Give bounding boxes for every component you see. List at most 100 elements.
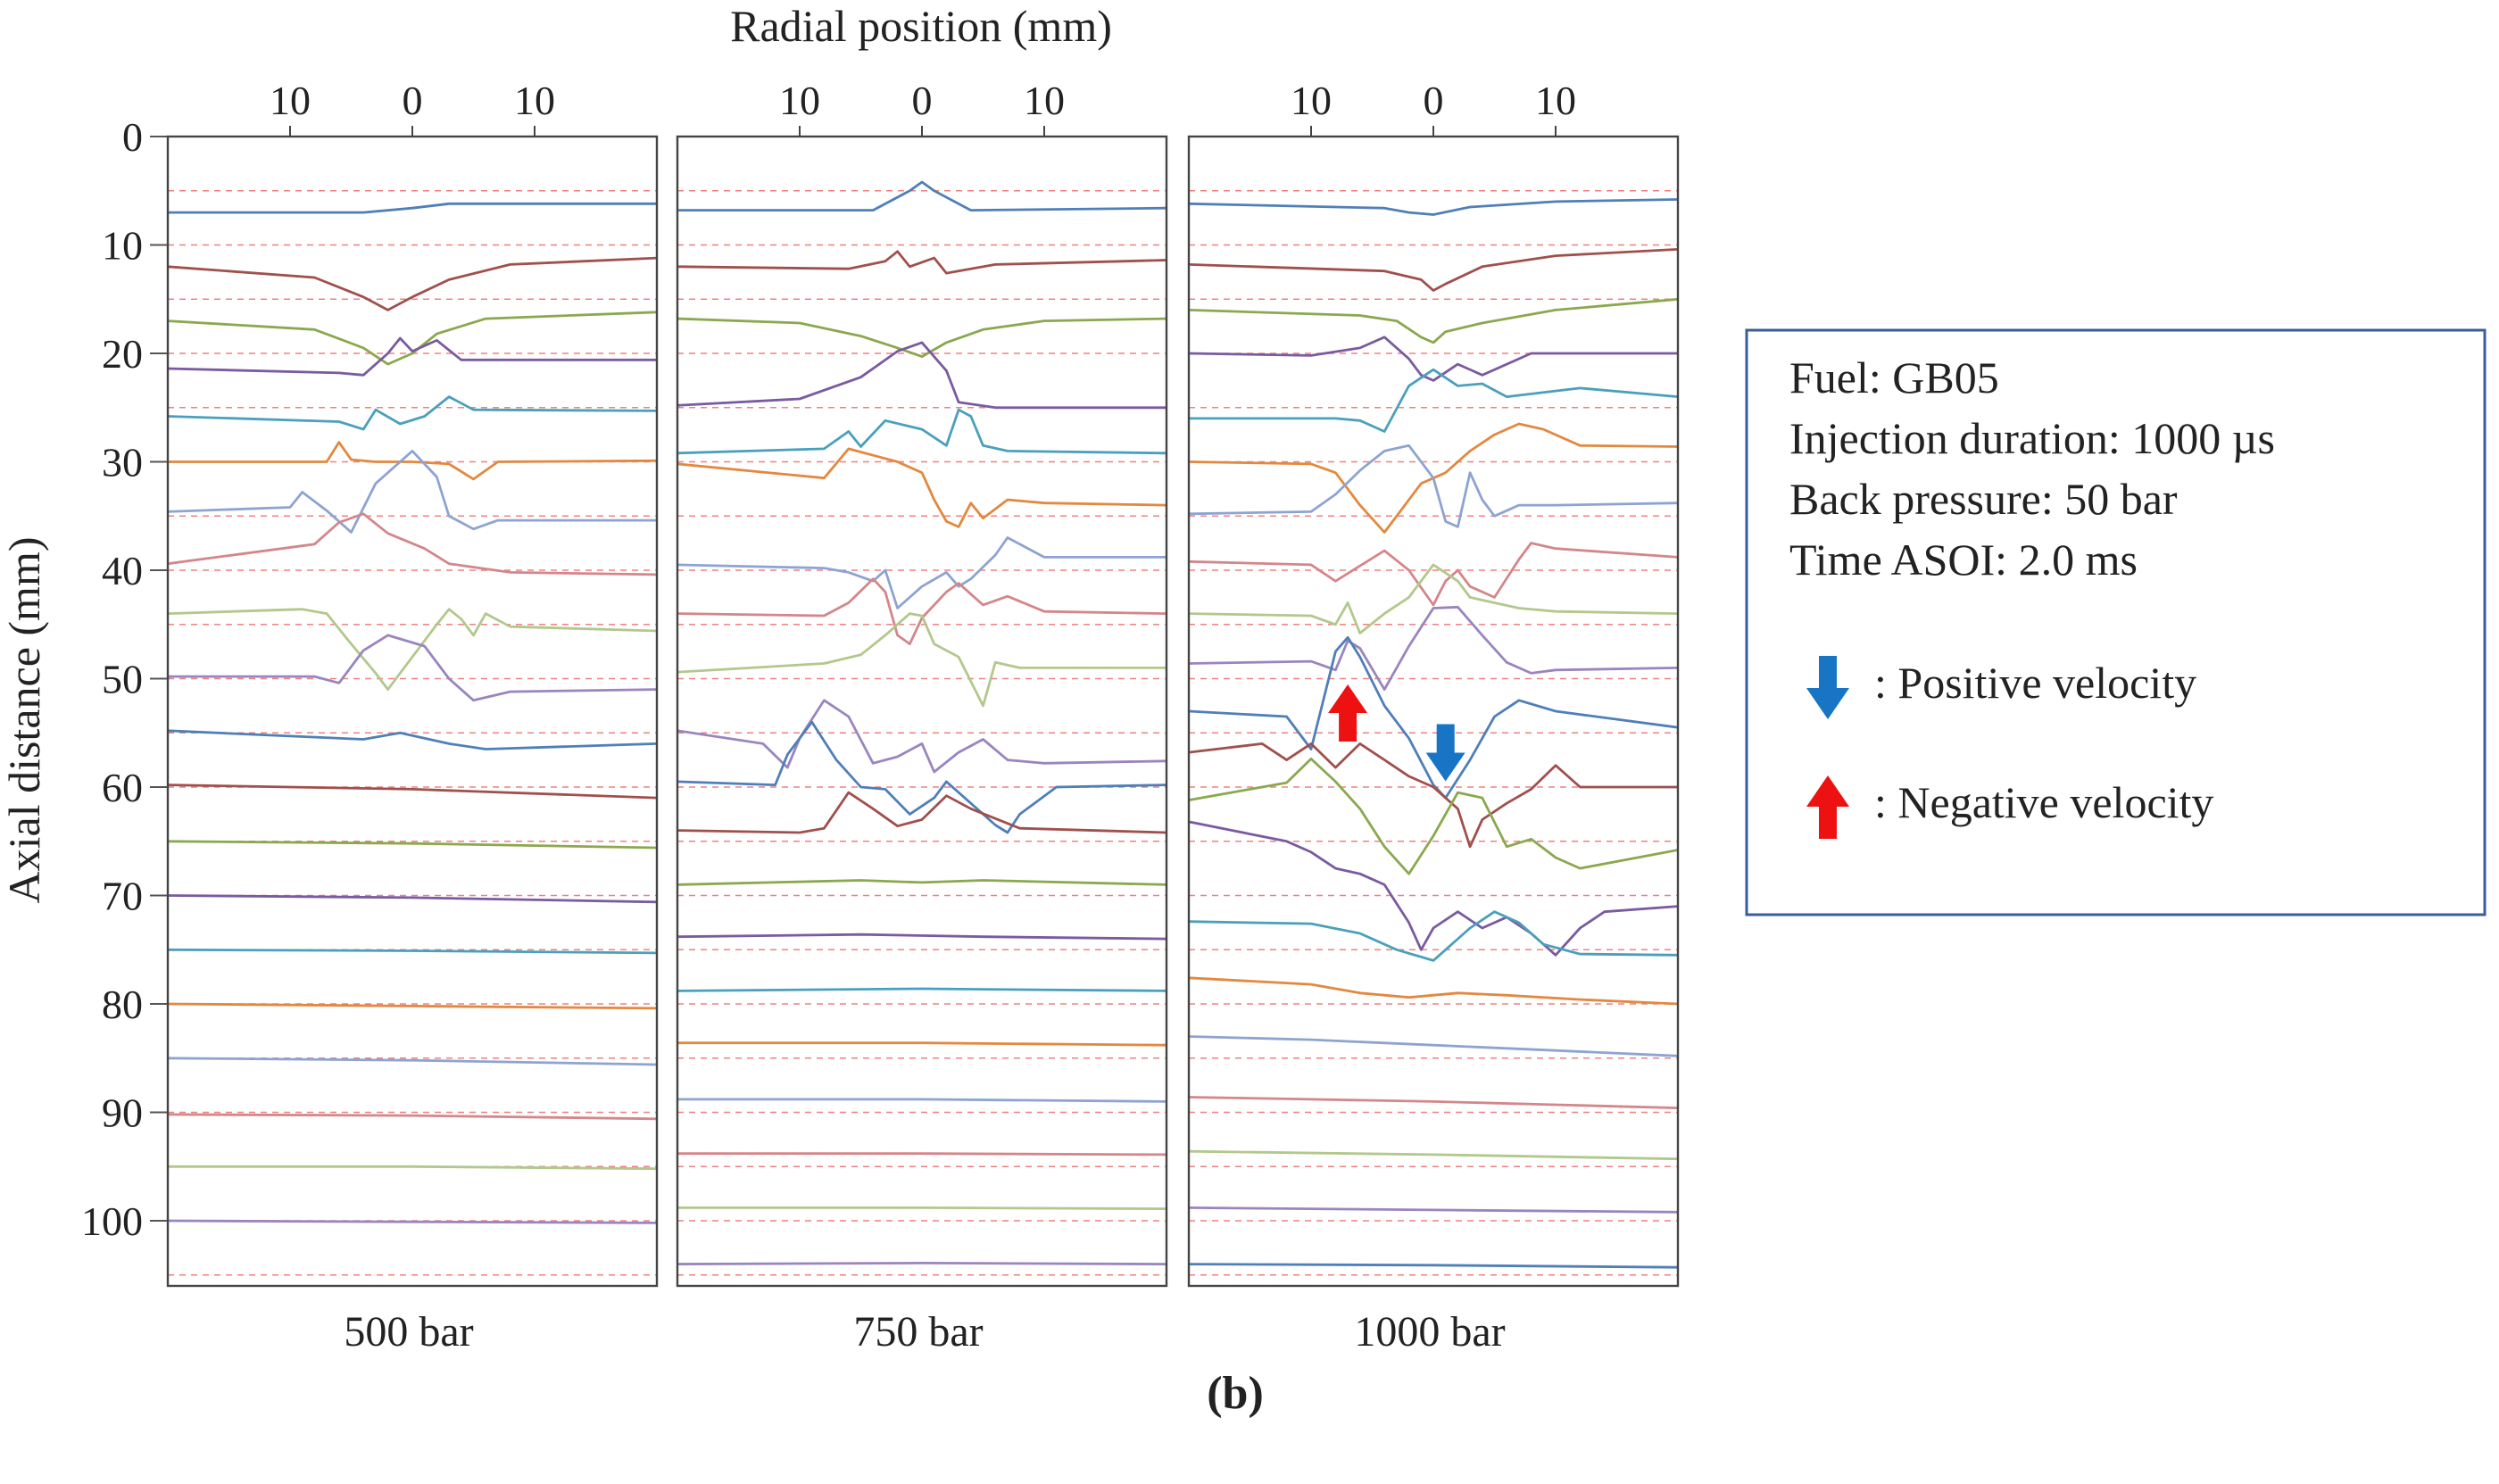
series-line xyxy=(677,577,1167,645)
x-tick-label: 0 xyxy=(1424,78,1444,123)
series-line xyxy=(167,894,658,904)
series-line xyxy=(677,933,1167,941)
panel-1000-bar: 10 0 10 1000 bar xyxy=(1187,78,1680,1355)
series-line xyxy=(167,840,658,850)
series-line xyxy=(168,634,658,702)
y-tick-label: 60 xyxy=(102,765,143,810)
y-tick-label: 100 xyxy=(81,1198,143,1244)
series-line xyxy=(167,450,657,534)
series-line xyxy=(1188,635,1679,800)
y-tick-label: 20 xyxy=(102,331,143,377)
negative-velocity-arrow-icon xyxy=(1328,684,1368,742)
legend-border xyxy=(1745,328,2487,916)
panel-750-bar: 10 0 10 750 bar xyxy=(676,78,1168,1355)
y-tick-label: 90 xyxy=(102,1090,143,1136)
series-line xyxy=(167,783,658,800)
panel-frame xyxy=(166,135,659,1288)
panels: 10 0 10 500 bar 10 0 10 750 bar 10 0 10 1000 bar xyxy=(166,78,1680,1355)
series-line xyxy=(677,699,1167,774)
legend-positive-label: : Positive velocity xyxy=(1874,658,2196,708)
series-line xyxy=(677,447,1167,528)
series-line xyxy=(1188,542,1679,607)
series-line xyxy=(677,879,1167,886)
y-tick-label: 0 xyxy=(122,114,143,160)
series-line xyxy=(1188,1263,1679,1269)
series-line xyxy=(167,311,658,366)
series-line xyxy=(167,948,658,955)
series-line xyxy=(167,608,658,691)
x-tick-label: 0 xyxy=(403,78,423,123)
series-line xyxy=(677,341,1166,410)
x-axis-title: Radial position (mm) xyxy=(730,1,1112,51)
series-line xyxy=(1188,444,1679,528)
series-line xyxy=(677,1262,1167,1265)
x-tick-label: 0 xyxy=(912,78,933,123)
panel-caption: 1000 bar xyxy=(1354,1308,1505,1355)
y-axis-title: Axial distance (mm) xyxy=(0,537,49,904)
x-tick-label: 10 xyxy=(1291,78,1332,123)
series-line xyxy=(168,441,658,481)
y-tick-label: 70 xyxy=(102,874,143,919)
series-line xyxy=(677,250,1167,275)
series-line xyxy=(677,720,1167,834)
panel-caption: 750 bar xyxy=(853,1308,983,1355)
series-line xyxy=(677,612,1166,708)
series-line xyxy=(677,791,1167,834)
x-tick-label: 10 xyxy=(1024,78,1065,123)
series-line xyxy=(167,729,658,750)
series-line xyxy=(677,180,1167,211)
x-tick-label: 10 xyxy=(1535,78,1576,123)
panel-label: (b) xyxy=(1207,1368,1264,1419)
series-line xyxy=(1188,1149,1679,1161)
series-line xyxy=(167,256,658,311)
series-line xyxy=(1188,1096,1679,1109)
series-line xyxy=(1188,1206,1679,1214)
series-line xyxy=(1188,1035,1679,1057)
y-tick-label: 10 xyxy=(102,223,143,269)
series-line xyxy=(1188,248,1679,292)
positive-velocity-arrow-icon xyxy=(1425,724,1465,782)
series-line xyxy=(1188,563,1679,634)
y-axis: 0 10 20 30 40 50 60 70 80 90 100 xyxy=(81,114,168,1244)
legend-negative-label: : Negative velocity xyxy=(1874,777,2213,827)
legend-positive-arrow-icon xyxy=(1806,656,1849,719)
series-line xyxy=(677,1206,1167,1210)
series-line xyxy=(677,408,1167,455)
panel-frame xyxy=(1187,135,1680,1288)
y-tick-label: 40 xyxy=(102,548,143,593)
series-line xyxy=(1188,605,1679,691)
x-tick-label: 10 xyxy=(779,78,820,123)
x-tick-label: 10 xyxy=(514,78,555,123)
panel-caption: 500 bar xyxy=(344,1308,473,1355)
series-line xyxy=(167,1002,658,1010)
series-line xyxy=(167,512,658,576)
series-line xyxy=(677,1152,1167,1157)
series-line xyxy=(677,987,1167,992)
series-line xyxy=(677,1041,1167,1047)
legend-line-back-pressure: Back pressure: 50 bar xyxy=(1789,474,2178,524)
series-line xyxy=(1188,758,1679,875)
series-line xyxy=(677,317,1167,358)
legend-line-injection: Injection duration: 1000 µs xyxy=(1789,413,2275,463)
series-line xyxy=(167,1113,658,1121)
series-line xyxy=(167,395,658,431)
series-line xyxy=(677,536,1166,609)
series-line xyxy=(1188,976,1679,1006)
legend-negative-arrow-icon xyxy=(1806,775,1849,839)
series-line xyxy=(1188,742,1678,849)
series-line xyxy=(168,202,657,214)
legend-line-time: Time ASOI: 2.0 ms xyxy=(1789,535,2138,584)
series-line xyxy=(1188,910,1679,962)
y-tick-label: 50 xyxy=(102,657,143,702)
series-line xyxy=(167,1219,658,1224)
series-line xyxy=(1188,297,1679,344)
series-line xyxy=(168,1165,658,1171)
y-tick-label: 80 xyxy=(102,982,143,1027)
series-line xyxy=(167,1057,658,1066)
series-line xyxy=(1189,368,1679,433)
legend-box: Fuel: GB05 Injection duration: 1000 µs B… xyxy=(1745,328,2487,916)
legend-line-fuel: Fuel: GB05 xyxy=(1789,352,1999,402)
series-line xyxy=(1188,820,1679,957)
panel-frame xyxy=(676,135,1168,1288)
